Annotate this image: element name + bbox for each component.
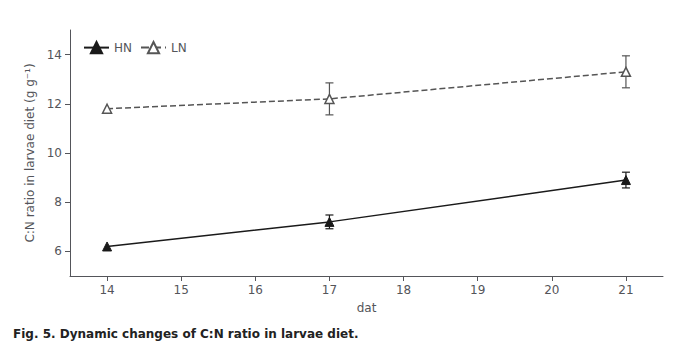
svg-text:12: 12 (47, 97, 62, 111)
svg-text:15: 15 (174, 283, 189, 297)
svg-text:20: 20 (544, 283, 559, 297)
svg-text:14: 14 (47, 48, 62, 62)
svg-text:6: 6 (54, 244, 62, 258)
svg-text:dat: dat (357, 301, 377, 315)
svg-text:LN: LN (171, 41, 187, 55)
svg-text:17: 17 (322, 283, 337, 297)
svg-text:19: 19 (470, 283, 485, 297)
svg-text:16: 16 (248, 283, 263, 297)
svg-text:HN: HN (114, 41, 132, 55)
svg-text:14: 14 (99, 283, 114, 297)
svg-text:C:N ratio in larvae diet (g g⁻: C:N ratio in larvae diet (g g⁻¹) (23, 63, 37, 242)
svg-text:Fig. 5. Dynamic changes of C:N: Fig. 5. Dynamic changes of C:N ratio in … (13, 327, 359, 341)
svg-text:21: 21 (618, 283, 633, 297)
svg-text:8: 8 (54, 195, 62, 209)
svg-text:18: 18 (396, 283, 411, 297)
svg-text:10: 10 (47, 146, 62, 160)
